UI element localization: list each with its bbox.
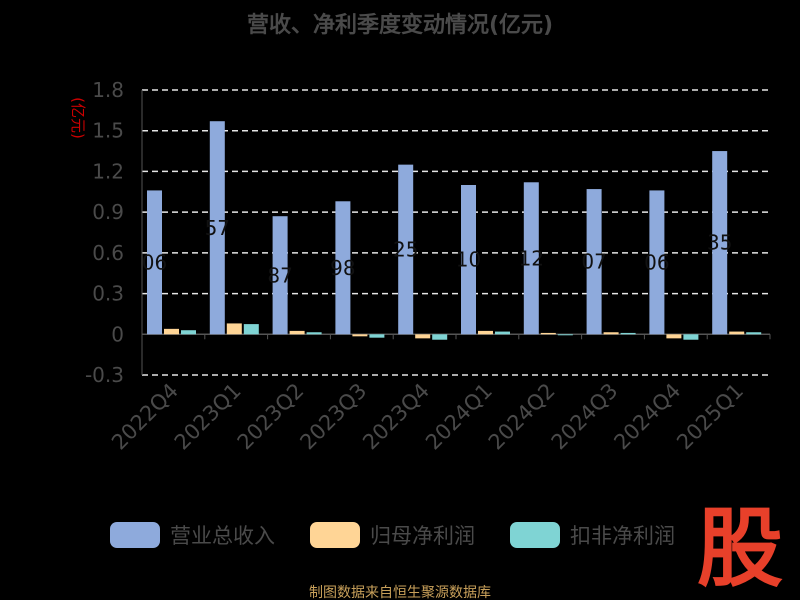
bar-2 xyxy=(557,334,573,336)
x-tick-label: 2024Q1 xyxy=(421,379,497,455)
bar-1 xyxy=(415,334,431,339)
bar-2 xyxy=(432,334,448,340)
x-tick-label: 2025Q1 xyxy=(672,379,748,455)
bar-1 xyxy=(478,330,493,335)
bar-0 xyxy=(398,164,414,335)
bar-2 xyxy=(746,332,762,335)
bar-data-label: 98 xyxy=(330,256,355,280)
bars xyxy=(147,121,762,340)
x-tick-label: 2024Q2 xyxy=(484,379,560,455)
x-tick-label: 2024Q4 xyxy=(609,379,685,455)
bar-data-label: 06 xyxy=(644,250,669,274)
y-tick-label: 0.6 xyxy=(92,241,124,265)
bar-1 xyxy=(729,331,745,335)
y-tick-label: 0.3 xyxy=(92,282,124,306)
bar-data-label: 57 xyxy=(205,216,230,240)
bar-2 xyxy=(306,332,322,335)
bar-2 xyxy=(495,331,510,335)
bar-0 xyxy=(209,121,225,335)
bar-2 xyxy=(683,334,699,340)
bar-1 xyxy=(226,323,242,335)
logo-char: 股 xyxy=(697,500,783,590)
y-tick-label: 1.2 xyxy=(92,159,124,183)
y-axis-label: (亿元) xyxy=(69,97,87,139)
bar-0 xyxy=(586,189,602,335)
bar-0 xyxy=(335,201,351,335)
bar-1 xyxy=(666,334,682,339)
legend-label: 归母净利润 xyxy=(370,524,475,548)
bar-0 xyxy=(649,190,665,335)
bar-2 xyxy=(243,324,259,335)
bar-data-label: 07 xyxy=(581,250,606,274)
bar-1 xyxy=(540,332,556,335)
legend-swatch xyxy=(110,522,160,548)
x-tick-label: 2022Q4 xyxy=(107,379,183,455)
x-tick-label: 2024Q3 xyxy=(547,379,623,455)
y-tick-label: 1.8 xyxy=(92,78,124,102)
y-tick-label: 0.9 xyxy=(92,200,124,224)
chart-title: 营收、净利季度变动情况(亿元) xyxy=(247,12,553,38)
bar-data-label: 25 xyxy=(393,237,418,261)
x-tick-label: 2023Q2 xyxy=(233,379,309,455)
bar-1 xyxy=(352,334,368,337)
bar-data-label: 35 xyxy=(707,231,732,255)
y-tick-label: 0 xyxy=(111,322,124,346)
bar-data-label: 06 xyxy=(142,250,167,274)
legend-label: 营业总收入 xyxy=(170,524,275,548)
gu-logo-icon: 股 xyxy=(697,500,783,590)
footer-source: 制图数据来自恒生聚源数据库 xyxy=(309,585,491,600)
bar-1 xyxy=(164,328,179,335)
bar-0 xyxy=(712,151,728,335)
x-tick-label: 2023Q3 xyxy=(295,379,371,455)
bar-2 xyxy=(369,334,385,338)
bar-2 xyxy=(181,330,196,335)
bar-data-label: 12 xyxy=(519,246,544,270)
legend: 营业总收入 归母净利润 扣非净利润 xyxy=(110,522,675,548)
bar-0 xyxy=(461,185,476,335)
bar-data-label: 87 xyxy=(267,263,292,287)
bar-1 xyxy=(603,332,619,335)
legend-label: 扣非净利润 xyxy=(570,524,675,548)
bar-data-label: 10 xyxy=(456,248,481,272)
bar-2 xyxy=(620,332,636,335)
grid-lines xyxy=(142,89,770,376)
x-tick-label: 2023Q4 xyxy=(358,379,434,455)
legend-swatch xyxy=(510,522,560,548)
x-tick-label: 2023Q1 xyxy=(170,379,246,455)
y-tick-label: -0.3 xyxy=(85,363,124,387)
legend-swatch xyxy=(310,522,360,548)
bar-0 xyxy=(272,216,288,335)
y-tick-label: 1.5 xyxy=(92,119,124,143)
data-labels: 06 57 87 98 25 10 12 07 06 35 xyxy=(142,216,733,288)
bar-0 xyxy=(523,182,539,335)
bar-1 xyxy=(289,330,305,335)
bar-0 xyxy=(147,190,162,335)
